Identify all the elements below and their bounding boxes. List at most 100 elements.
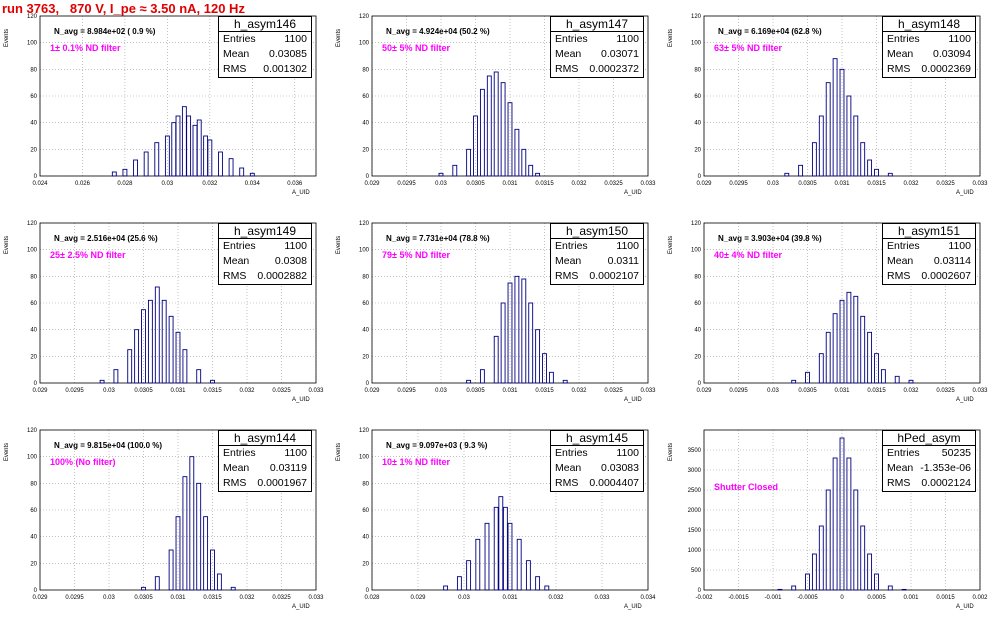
y-tick-label: 120 [27,221,38,227]
y-tick-label: 60 [362,94,369,100]
navg-label: N_avg = 9.815e+04 (100.0 %) [54,441,163,450]
histogram-bar [438,172,444,177]
y-tick-label: 80 [694,274,701,280]
y-tick-label: 40 [362,535,369,541]
histogram-plot: 0.029 0.0295 0.03 0.0305 0.031 0.0315 0.032 0.0… [336,14,656,196]
stats-key: RMS [223,63,247,75]
histogram-plot: 0.024 0.026 0.028 0.03 0.032 0.034 0.036 0 20 40 6… [4,14,317,196]
y-tick-label: 3500 [688,448,702,454]
histogram-bar [874,573,879,591]
stats-box: h_asym150 Entries 1100 Mean 0.0311 RMS 0.00021… [550,223,644,285]
histogram-bar [846,291,852,384]
x-axis-label: A_UID [956,397,974,403]
histogram-bar [839,299,845,384]
stats-value: 0.03114 [933,255,971,267]
y-tick-label: 80 [362,274,369,280]
x-tick-label: 0.03 [435,181,447,187]
histogram-bar [203,135,209,177]
stats-value: 0.03071 [601,48,639,60]
y-axis-label: Events [4,29,10,47]
x-tick-label: 0.0015 [936,595,955,601]
histogram-bar [498,496,504,591]
y-tick-label: 100 [359,41,370,47]
histogram-bar [818,115,824,177]
histogram-bar [887,585,893,591]
y-axis-label: Events [668,29,674,47]
histogram-name: h_asym147 [551,17,643,32]
histogram-bar [514,128,520,177]
histogram-plot: 0.028 0.029 0.03 0.031 0.032 0.033 0.034 0 20 40 6… [336,428,656,610]
histogram-bar [867,159,873,177]
stats-row-rms: RMS 0.0004407 [551,476,643,491]
x-tick-label: 0.0325 [604,388,623,394]
x-tick-label: -0.002 [695,595,713,601]
histogram-bar [196,369,202,384]
histogram-bar [186,115,192,177]
stats-row-rms: RMS 0.0002124 [883,476,975,491]
x-tick-label: 0.031 [834,181,850,187]
stats-value: 0.0002372 [589,63,639,75]
histogram-plot: 0.029 0.0295 0.03 0.0305 0.031 0.0315 0.032 0.0… [668,221,988,403]
navg-label: N_avg = 3.903e+04 (39.8 %) [718,234,822,243]
histogram-bar [230,586,236,591]
histogram-bar [853,295,859,384]
y-tick-label: 0 [698,381,702,387]
x-tick-label: 0.0305 [466,181,485,187]
histogram-bar [516,538,522,591]
stats-value: 50235 [941,447,971,459]
histogram-name: h_asym146 [219,17,311,32]
histogram-bar [479,88,485,177]
histogram-bar [860,142,866,177]
y-tick-label: 80 [30,67,37,73]
x-tick-label: 0.0295 [397,181,416,187]
histogram-bar [192,124,198,177]
stats-key: RMS [555,63,579,75]
histogram-bar [784,172,790,177]
x-tick-label: 0.034 [640,595,656,601]
histogram-bar [805,573,810,591]
filter-label: 100% (No filter) [50,457,116,467]
stats-row-rms: RMS 0.0002369 [883,62,975,77]
histogram-bar [542,353,547,384]
stats-value: 1100 [284,447,307,459]
histogram-bar [141,586,146,591]
x-tick-label: 0.028 [117,181,133,187]
histogram-bar [853,489,859,591]
y-axis-label: Events [4,236,10,254]
histogram-bar [832,457,838,591]
histogram-panel: 0.029 0.0295 0.03 0.0305 0.031 0.0315 0.032 0.0… [332,0,664,207]
x-tick-label: 0.0325 [604,181,623,187]
stats-row-rms: RMS 0.0002372 [551,62,643,77]
y-tick-label: 2500 [688,488,702,494]
histogram-plot: 0.029 0.0295 0.03 0.0305 0.031 0.0315 0.032 0.0… [668,14,988,196]
stats-box: h_asym145 Entries 1100 Mean 0.03083 RMS 0.0004… [550,430,644,492]
filter-label: 40± 4% ND filter [714,250,782,260]
y-tick-label: 20 [30,147,37,153]
stats-value: 1100 [284,33,307,45]
histogram-name: hPed_asym [883,431,975,446]
stats-key: Entries [887,33,920,45]
y-tick-label: 80 [362,67,369,73]
x-tick-label: 0.03 [767,181,779,187]
y-tick-label: 20 [694,354,701,360]
stats-row-entries: Entries 1100 [883,239,975,254]
x-tick-label: 0.032 [548,595,564,601]
x-tick-label: 0.031 [834,388,850,394]
x-tick-label: -0.0015 [728,595,749,601]
y-tick-label: 40 [362,328,369,334]
histogram-bar [825,331,831,384]
x-tick-label: 0.0325 [936,388,955,394]
histogram-bar [535,329,541,384]
stats-key: Mean [887,255,914,267]
histogram-bar [228,158,234,177]
histogram-bar [484,522,490,591]
x-tick-label: 0.03 [767,388,779,394]
histogram-bar [181,106,187,177]
histogram-bar [154,576,160,591]
stats-row-rms: RMS 0.001302 [219,62,311,77]
x-tick-label: 0.032 [571,181,587,187]
stats-key: Mean [887,48,914,60]
histogram-bar [846,457,852,591]
stats-value: 0.001302 [263,63,307,75]
histogram-bar [210,549,215,591]
